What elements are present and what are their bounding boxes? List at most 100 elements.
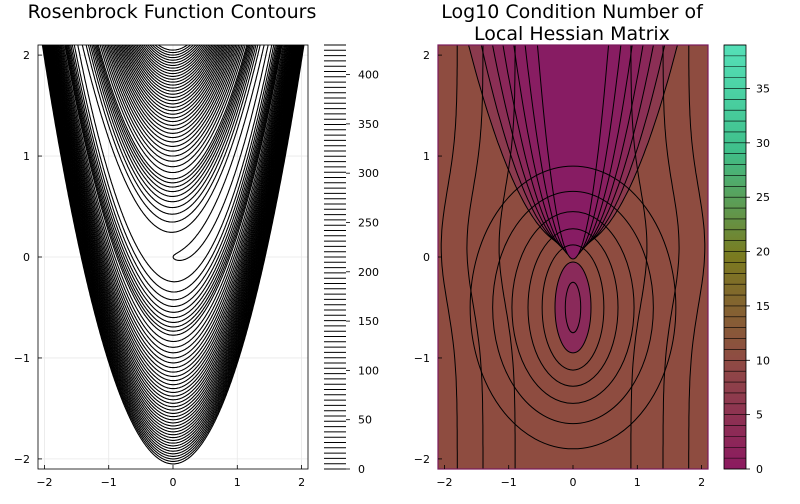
contour-line [65, 45, 282, 332]
condition-title-line-2: Local Hessian Matrix [474, 23, 670, 45]
contour-line [51, 45, 296, 408]
contour-line [94, 45, 251, 193]
contour-line [49, 45, 297, 418]
contour-line [56, 45, 291, 377]
contour-line [107, 45, 238, 147]
x-tick-label: 1 [634, 476, 641, 489]
condition-filled-contours [438, 45, 708, 469]
contour-line [45, 45, 301, 441]
contour-line [50, 45, 297, 414]
colorbar-tick-label: 30 [756, 137, 770, 150]
contour-line [172, 45, 269, 261]
contour-line [50, 45, 296, 411]
colorbar-frame [723, 44, 747, 470]
contour-line [147, 45, 199, 61]
contour-line [116, 45, 230, 123]
contour-line [91, 45, 254, 203]
contour-line [101, 45, 244, 168]
x-tick-label: −1 [501, 476, 517, 489]
contour-line [131, 45, 214, 86]
contour-line [52, 45, 295, 401]
contour-line [66, 45, 281, 323]
x-tick-label: 2 [698, 476, 705, 489]
contour-line [48, 45, 298, 424]
lower-contour-oval [527, 228, 619, 387]
contour-line [128, 45, 217, 92]
contour-line [41, 45, 305, 465]
colorbar-tick-label: 0 [756, 463, 763, 476]
contour-line [68, 45, 279, 313]
x-tick-label: −2 [436, 476, 452, 489]
condition-colorbar: 0 5 10 15 20 25 30 35 [723, 44, 770, 476]
contour-line [43, 45, 303, 452]
contour-line [61, 45, 285, 348]
contour-line [58, 45, 289, 369]
contour-line [53, 45, 293, 393]
contour-line [55, 45, 291, 382]
contour-line [141, 45, 205, 69]
contour-line [122, 45, 223, 105]
rosenbrock-axis-ticks: −2 −1 0 1 2 −2 −1 0 1 2 [14, 49, 305, 489]
y-tick-label: −1 [14, 352, 30, 365]
colorbar-tick-label: 50 [358, 414, 372, 427]
colorbar-tick-label: 150 [358, 315, 379, 328]
contour-line [145, 45, 201, 64]
contour-line [134, 45, 211, 80]
condition-axis-ticks: −2 −1 0 1 2 −2 −1 0 1 2 [414, 49, 705, 489]
side-contour-line [688, 45, 706, 469]
condition-title-line-1: Log10 Condition Number of [441, 1, 704, 23]
contour-line [139, 45, 207, 72]
x-tick-label: 0 [570, 476, 577, 489]
x-tick-label: 0 [170, 476, 177, 489]
contour-line [118, 45, 227, 115]
x-tick-label: 1 [234, 476, 241, 489]
y-tick-label: −1 [414, 352, 430, 365]
lower-contour-oval [511, 211, 635, 404]
lower-contour-oval [492, 190, 654, 425]
colorbar-tick-label: 200 [358, 266, 379, 279]
contour-line [70, 45, 278, 308]
contour-line [143, 45, 203, 67]
colorbar-tick-label: 15 [756, 300, 770, 313]
rosenbrock-colorbar: 0 50 100 150 200 250 300 350 400 [324, 44, 379, 476]
colorbar-tick-label: 100 [358, 364, 379, 377]
contour-line [95, 45, 250, 188]
contour-line [64, 45, 283, 336]
contour-line [157, 45, 189, 51]
x-tick-label: −2 [36, 476, 52, 489]
side-contour-line [630, 45, 648, 469]
contour-line [96, 45, 249, 184]
contour-line [113, 45, 233, 130]
colorbar-tick-label: 35 [756, 82, 770, 95]
contour-line [60, 45, 286, 354]
side-contour-line [466, 45, 484, 469]
contour-line [58, 45, 288, 364]
contour-line [46, 45, 301, 439]
rosenbrock-title: Rosenbrock Function Contours [28, 1, 317, 23]
contour-line [57, 45, 290, 373]
contour-line [120, 45, 226, 112]
contour-line [124, 45, 222, 102]
rosenbrock-contours [41, 45, 305, 465]
colorbar-tick-label: 250 [358, 216, 379, 229]
contour-line [46, 45, 300, 433]
contour-line [136, 45, 210, 77]
contour-line [43, 45, 304, 457]
contour-line [45, 45, 302, 444]
side-contour-line [498, 45, 516, 469]
contour-line [154, 45, 192, 54]
contour-line [48, 45, 298, 421]
y-tick-label: 0 [23, 251, 30, 264]
contour-line [51, 45, 295, 404]
colorbar-tick-label: 20 [756, 246, 770, 259]
y-tick-label: 2 [23, 49, 30, 62]
contour-line [104, 45, 241, 157]
contour-line [121, 45, 224, 108]
contour-line [133, 45, 213, 83]
contour-line [54, 45, 293, 390]
contour-line [71, 45, 276, 301]
y-tick-label: 1 [23, 150, 30, 163]
colorbar-gradient [724, 45, 746, 469]
contour-line [89, 45, 255, 209]
contour-line [114, 45, 231, 126]
